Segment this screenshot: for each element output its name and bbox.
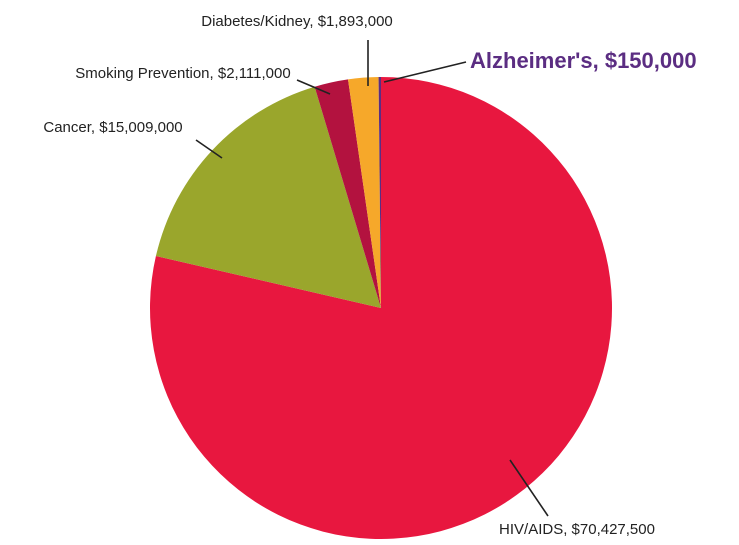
- slice-label: Diabetes/Kidney, $1,893,000: [201, 13, 393, 30]
- leader-line: [383, 61, 467, 83]
- slice-label: Smoking Prevention, $2,111,000: [75, 65, 290, 82]
- pie-slice: [378, 77, 381, 308]
- leader-line: [296, 79, 331, 95]
- leader-line: [509, 459, 549, 517]
- slice-label: HIV/AIDS, $70,427,500: [499, 521, 655, 538]
- slice-label: Cancer, $15,009,000: [43, 119, 182, 136]
- slice-label: Alzheimer's, $150,000: [470, 48, 697, 73]
- pie-slice: [155, 86, 381, 309]
- pie-slice: [314, 79, 381, 309]
- pie-slice: [348, 77, 381, 308]
- leader-line: [195, 139, 223, 159]
